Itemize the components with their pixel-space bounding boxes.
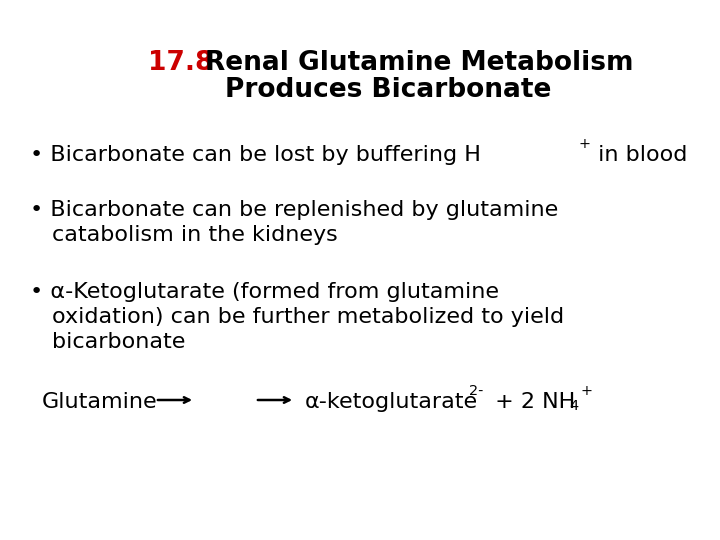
Text: 17.8: 17.8 xyxy=(148,50,213,76)
Text: Produces Bicarbonate: Produces Bicarbonate xyxy=(225,77,552,103)
Text: oxidation) can be further metabolized to yield: oxidation) can be further metabolized to… xyxy=(52,307,564,327)
Text: bicarbonate: bicarbonate xyxy=(52,332,185,352)
Text: Glutamine: Glutamine xyxy=(42,392,158,412)
Text: in blood: in blood xyxy=(591,145,688,165)
Text: • α-Ketoglutarate (formed from glutamine: • α-Ketoglutarate (formed from glutamine xyxy=(30,282,499,302)
Text: • Bicarbonate can be lost by buffering H: • Bicarbonate can be lost by buffering H xyxy=(30,145,481,165)
Text: + 2 NH: + 2 NH xyxy=(488,392,575,412)
Text: +: + xyxy=(580,384,592,398)
Text: 2-: 2- xyxy=(469,384,483,398)
Text: • Bicarbonate can be replenished by glutamine: • Bicarbonate can be replenished by glut… xyxy=(30,200,558,220)
Text: α-ketoglutarate: α-ketoglutarate xyxy=(305,392,478,412)
Text: Renal Glutamine Metabolism: Renal Glutamine Metabolism xyxy=(205,50,634,76)
Text: +: + xyxy=(578,137,590,151)
Text: 4: 4 xyxy=(569,399,578,413)
Text: catabolism in the kidneys: catabolism in the kidneys xyxy=(52,225,338,245)
